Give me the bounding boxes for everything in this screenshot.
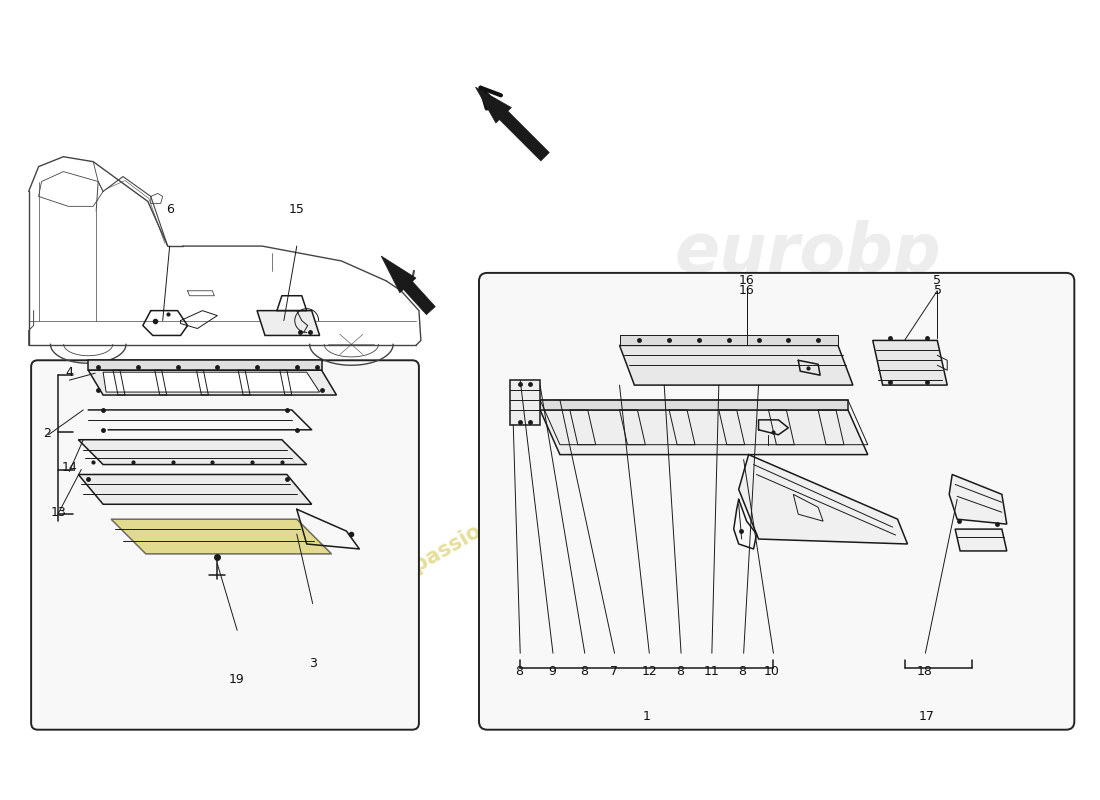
Text: a passion for parts since 1985: a passion for parts since 1985 bbox=[390, 392, 710, 587]
Polygon shape bbox=[619, 346, 852, 385]
Text: 8: 8 bbox=[676, 666, 684, 678]
Text: 13: 13 bbox=[51, 506, 66, 519]
Text: eurobp
arts: eurobp arts bbox=[674, 219, 942, 362]
Text: 8: 8 bbox=[516, 666, 524, 678]
Text: 1: 1 bbox=[642, 710, 650, 722]
FancyBboxPatch shape bbox=[478, 273, 1075, 730]
Polygon shape bbox=[540, 400, 848, 410]
Polygon shape bbox=[475, 87, 549, 161]
Polygon shape bbox=[88, 360, 321, 370]
Polygon shape bbox=[540, 410, 868, 454]
Text: 19: 19 bbox=[229, 673, 244, 686]
Polygon shape bbox=[739, 454, 908, 544]
Text: 12: 12 bbox=[641, 666, 658, 678]
Text: 18: 18 bbox=[916, 666, 933, 678]
FancyBboxPatch shape bbox=[31, 360, 419, 730]
Polygon shape bbox=[78, 474, 311, 504]
Text: 4: 4 bbox=[65, 366, 74, 378]
Text: 6: 6 bbox=[166, 203, 174, 216]
Text: 10: 10 bbox=[763, 666, 780, 678]
Text: 5: 5 bbox=[934, 284, 942, 297]
Text: 17: 17 bbox=[918, 710, 935, 722]
Text: 16: 16 bbox=[739, 284, 755, 297]
Text: 7: 7 bbox=[610, 666, 618, 678]
Text: 11: 11 bbox=[704, 666, 719, 678]
Text: 15: 15 bbox=[288, 203, 305, 216]
Polygon shape bbox=[955, 529, 1006, 551]
Polygon shape bbox=[619, 335, 838, 346]
Polygon shape bbox=[382, 256, 436, 314]
Polygon shape bbox=[103, 372, 320, 392]
Polygon shape bbox=[257, 310, 320, 335]
Text: 8: 8 bbox=[580, 666, 587, 678]
Text: 5: 5 bbox=[933, 274, 942, 287]
Polygon shape bbox=[949, 474, 1006, 524]
Text: 3: 3 bbox=[309, 658, 317, 670]
Text: 2: 2 bbox=[44, 427, 52, 440]
Polygon shape bbox=[111, 519, 331, 554]
Text: 8: 8 bbox=[738, 666, 746, 678]
Polygon shape bbox=[78, 440, 307, 465]
Text: 14: 14 bbox=[62, 461, 77, 474]
Polygon shape bbox=[510, 380, 540, 425]
Polygon shape bbox=[88, 370, 337, 395]
Text: 9: 9 bbox=[548, 666, 557, 678]
Polygon shape bbox=[872, 341, 947, 385]
Text: 16: 16 bbox=[739, 274, 755, 287]
